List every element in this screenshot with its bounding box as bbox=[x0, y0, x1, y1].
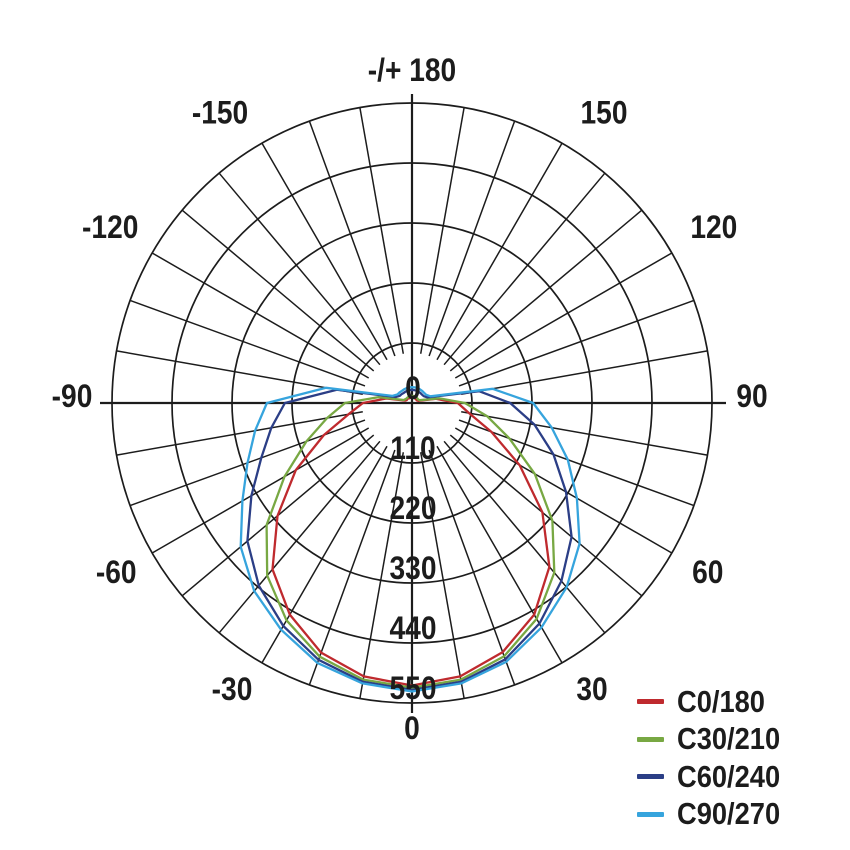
radial-tick-label: 110 bbox=[390, 431, 435, 466]
polar-grid-spoke bbox=[461, 350, 708, 396]
legend-item: C60/240 bbox=[637, 758, 794, 796]
polar-grid-spoke bbox=[218, 172, 381, 366]
angle-tick-label: 150 bbox=[581, 96, 628, 131]
angle-tick-label: 120 bbox=[690, 210, 737, 245]
legend-label: C30/210 bbox=[677, 721, 781, 757]
angle-tick-label: 90 bbox=[736, 379, 767, 414]
radial-tick-label: 550 bbox=[390, 671, 437, 706]
polar-grid-spoke bbox=[308, 120, 396, 357]
legend-swatch-c60-240 bbox=[637, 774, 664, 780]
angle-tick-label: -150 bbox=[192, 96, 248, 131]
radial-tick-label: 330 bbox=[390, 551, 437, 586]
polar-grid-spoke bbox=[458, 299, 695, 387]
radial-tick-label: 440 bbox=[390, 611, 437, 646]
polar-grid-spoke bbox=[428, 449, 516, 686]
angle-tick-label: -90 bbox=[52, 379, 93, 414]
polar-grid-spoke bbox=[218, 440, 381, 634]
polar-grid-spoke bbox=[454, 252, 673, 379]
legend-item: C30/210 bbox=[637, 721, 794, 759]
polar-grid-spoke bbox=[419, 452, 465, 699]
angle-tick-label: -30 bbox=[212, 672, 253, 707]
curve-c90-270 bbox=[239, 386, 581, 693]
legend-label: C0/180 bbox=[677, 683, 765, 719]
legend-swatch-c30-210 bbox=[637, 736, 664, 742]
legend-swatch-c90-270 bbox=[637, 811, 664, 817]
polar-grid-spoke bbox=[449, 209, 643, 372]
angle-tick-label: -60 bbox=[96, 555, 137, 590]
polar-grid-spoke bbox=[454, 427, 673, 554]
polar-grid-spoke bbox=[181, 209, 375, 372]
polar-grid-spoke bbox=[359, 452, 405, 699]
legend-swatch-c0-180 bbox=[637, 699, 664, 705]
curve-c60-240 bbox=[246, 388, 573, 692]
legend-item: C0/180 bbox=[637, 683, 794, 721]
polar-grid-spoke bbox=[151, 252, 370, 379]
polar-grid-spoke bbox=[116, 410, 363, 456]
angle-tick-label: -120 bbox=[82, 210, 138, 245]
curve-c0-180 bbox=[271, 396, 551, 687]
polar-grid-spoke bbox=[261, 142, 388, 361]
polar-grid-spoke bbox=[151, 427, 370, 554]
polar-grid bbox=[100, 94, 726, 713]
polar-grid-spoke bbox=[359, 107, 405, 354]
polar-grid-spoke bbox=[308, 449, 396, 686]
angle-tick-label: -/+ 180 bbox=[368, 53, 456, 88]
curve-c30-210 bbox=[265, 394, 556, 689]
polar-grid-spoke bbox=[461, 410, 708, 456]
polar-grid-spoke bbox=[436, 142, 563, 361]
polar-grid-spoke bbox=[129, 299, 366, 387]
angle-tick-label: 0 bbox=[404, 711, 420, 746]
intensity-curves bbox=[239, 386, 581, 693]
polar-grid-spoke bbox=[458, 419, 695, 507]
axis-labels: -/+ 180 -150 150 -120 120 -90 90 -60 60 -30 30 0 0 11… bbox=[52, 53, 768, 746]
radial-tick-label: 0 bbox=[405, 371, 421, 406]
polar-grid-spoke bbox=[116, 350, 363, 396]
legend: C0/180 C30/210 C60/240 C90/270 bbox=[637, 683, 794, 833]
angle-tick-label: 30 bbox=[576, 672, 607, 707]
polar-grid-spoke bbox=[443, 440, 606, 634]
radial-tick-label: 220 bbox=[390, 491, 437, 526]
angle-tick-label: 60 bbox=[692, 555, 723, 590]
polar-grid-spoke bbox=[428, 120, 516, 357]
legend-item: C90/270 bbox=[637, 796, 794, 834]
polar-grid-spoke bbox=[419, 107, 465, 354]
legend-label: C60/240 bbox=[677, 758, 781, 794]
legend-label: C90/270 bbox=[677, 796, 781, 832]
polar-grid-spoke bbox=[443, 172, 606, 366]
polar-grid-spoke bbox=[449, 434, 643, 597]
